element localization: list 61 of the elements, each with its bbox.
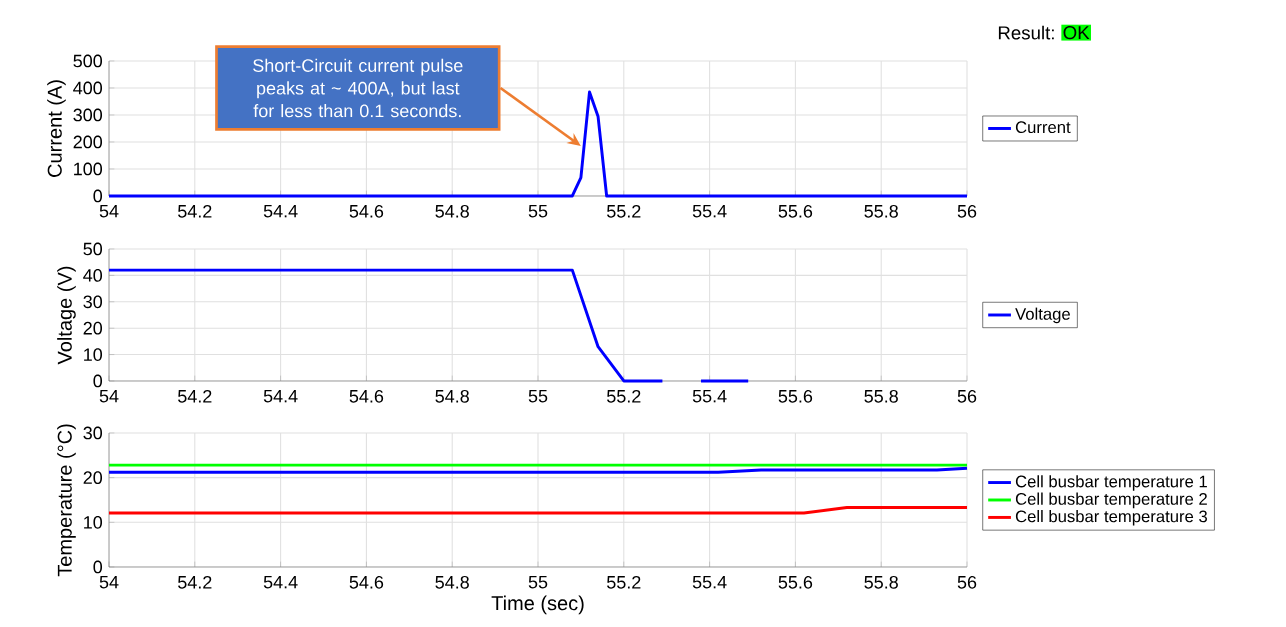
x-tick-label: 55.6 — [778, 204, 813, 218]
x-tick-label: 54.4 — [263, 204, 298, 218]
x-tick-label: 55 — [528, 204, 548, 218]
x-axis-title: Time (sec) — [491, 595, 584, 615]
x-tick-label: 56 — [957, 204, 977, 218]
x-tick-label: 55.8 — [864, 575, 898, 589]
y-axis-title: Voltage (V) — [57, 266, 76, 365]
x-tick-label: 55.4 — [692, 389, 727, 403]
legend-label: Current — [1015, 121, 1071, 134]
legend-label: Cell busbar temperature 2 — [1015, 492, 1207, 509]
x-tick-label: 54.8 — [435, 575, 469, 589]
x-tick-label: 54.4 — [263, 575, 298, 589]
legend-label: Cell busbar temperature 3 — [1015, 510, 1207, 526]
y-axis-title: Current (A) — [47, 80, 66, 177]
x-tick-label: 54.2 — [178, 389, 212, 403]
x-tick-label: 55 — [528, 389, 548, 403]
legend-label: Voltage — [1015, 307, 1070, 324]
x-tick-label: 55.2 — [607, 204, 641, 218]
y-tick-label: 0 — [93, 374, 103, 388]
x-tick-label: 55.8 — [864, 204, 898, 218]
x-tick-label: 54.6 — [349, 575, 384, 589]
x-tick-label: 54.6 — [349, 389, 384, 403]
text: OK — [1063, 26, 1090, 40]
x-tick-label: 54.4 — [263, 389, 298, 403]
x-tick-label: 54.2 — [178, 575, 212, 589]
y-tick-label: 30 — [83, 426, 103, 440]
x-tick-label: 55.8 — [864, 389, 898, 403]
y-tick-label: 20 — [83, 471, 103, 485]
y-tick-label: 50 — [83, 242, 103, 256]
y-tick-label: 400 — [73, 81, 103, 95]
x-tick-label: 54 — [99, 575, 119, 589]
x-tick-label: 55.2 — [607, 575, 641, 589]
y-tick-label: 0 — [93, 560, 103, 574]
x-tick-label: 54.8 — [435, 204, 469, 218]
annotation: Short-Circuit current pulse peaks at ~ 400A, but last for less than 0.1 seconds. — [253, 58, 463, 118]
x-tick-label: 54 — [99, 204, 119, 218]
x-tick-label: 56 — [957, 389, 977, 403]
x-tick-label: 54 — [99, 389, 119, 403]
y-tick-label: 200 — [73, 135, 103, 149]
y-tick-label: 40 — [83, 269, 103, 282]
y-tick-label: 100 — [74, 162, 103, 176]
y-tick-label: 10 — [84, 515, 103, 529]
x-tick-label: 55.2 — [607, 389, 641, 403]
x-tick-label: 55.6 — [778, 575, 813, 589]
x-tick-label: 55.4 — [692, 575, 727, 589]
x-tick-label: 56 — [957, 575, 977, 589]
x-tick-label: 55 — [528, 575, 548, 589]
y-tick-label: 300 — [73, 108, 103, 122]
y-tick-label: 20 — [83, 321, 103, 335]
x-tick-label: 54.6 — [349, 204, 384, 218]
x-tick-label: 55.4 — [692, 204, 727, 218]
x-tick-label: 55.6 — [778, 389, 813, 403]
y-tick-label: 0 — [93, 189, 103, 203]
text: Result: — [998, 25, 1054, 40]
y-tick-label: 30 — [83, 295, 103, 309]
legend-label: Cell busbar temperature 1 — [1015, 475, 1207, 491]
y-tick-label: 500 — [73, 54, 103, 68]
x-tick-label: 54.2 — [178, 204, 212, 218]
x-tick-label: 54.8 — [435, 389, 469, 403]
y-tick-label: 10 — [84, 348, 103, 361]
y-axis-title: Temperature (°C) — [57, 424, 76, 577]
